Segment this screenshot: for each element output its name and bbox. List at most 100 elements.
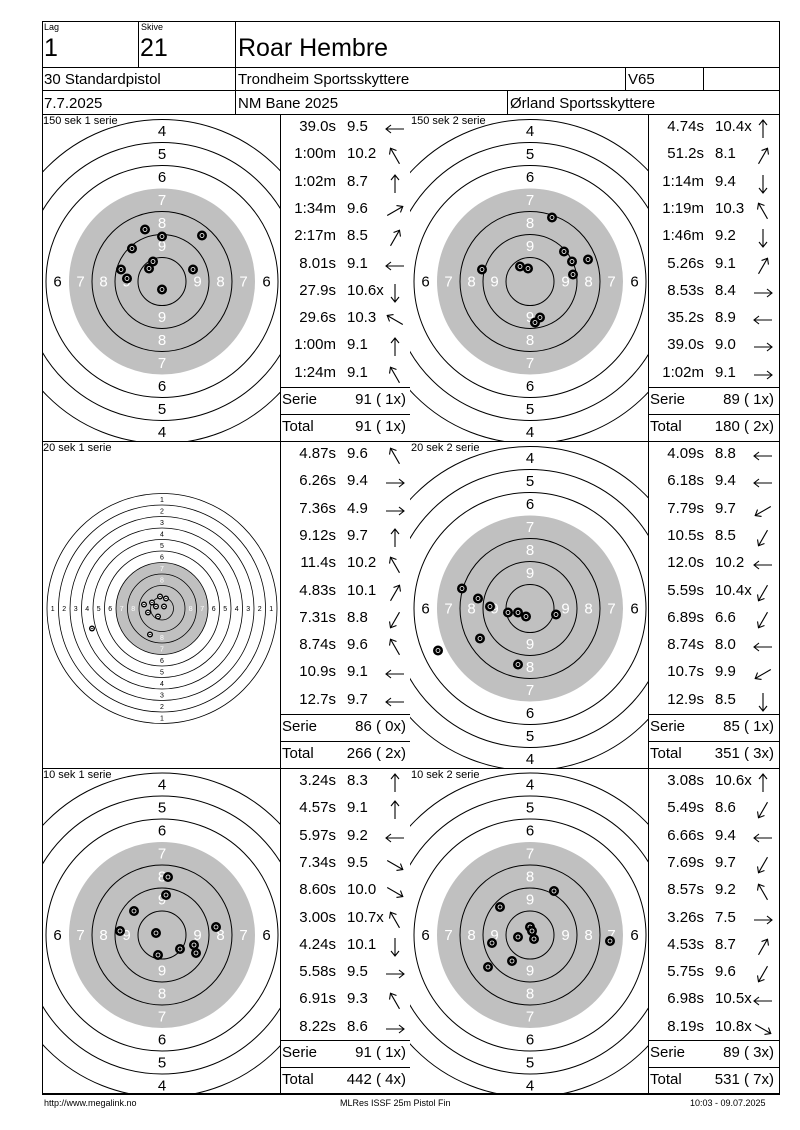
shot-time: 1:19m — [662, 199, 704, 217]
total-label: Total — [282, 418, 314, 435]
shot-time: 7.31s — [299, 608, 336, 626]
shot-score: 9.4 — [715, 172, 736, 190]
ring-label: 2 — [258, 606, 262, 613]
shot-time: 6.18s — [667, 472, 704, 490]
shot-score: 9.0 — [715, 336, 736, 354]
ring-label: 8 — [584, 927, 592, 944]
serie-label: Serie — [282, 391, 318, 408]
total-value: 351 ( 3x) — [714, 745, 774, 762]
ring-label: 9 — [561, 601, 569, 618]
shot-hole — [163, 872, 173, 882]
shot-hole — [148, 256, 158, 267]
shot-time: 8.19s — [667, 1017, 704, 1035]
shot-time: 10.9s — [299, 663, 336, 681]
ring-label: 7 — [158, 1009, 166, 1026]
direction-arrow-icon — [753, 642, 772, 652]
shot-time: 3.26s — [667, 908, 704, 926]
results-sheet — [42, 21, 780, 1094]
series-label: 10 sek 2 serie — [411, 769, 480, 781]
shot-time: 1:02m — [294, 172, 336, 190]
shot-hole — [153, 950, 163, 960]
ring-label: 7 — [76, 274, 84, 291]
ring-label: 4 — [158, 424, 166, 441]
shot-score: 9.4 — [347, 472, 368, 490]
direction-arrow-icon — [754, 288, 773, 298]
serie-value: 89 ( 1x) — [723, 391, 774, 408]
ring-label: 2 — [160, 508, 164, 515]
ring-label: 4 — [526, 450, 534, 467]
competition-date: 7.7.2025 — [44, 95, 103, 112]
direction-arrow-icon — [758, 692, 768, 712]
ring-label: 8 — [216, 927, 224, 944]
ring-label: 9 — [158, 963, 166, 980]
ring-label: 8 — [131, 606, 135, 613]
ring-label: 7 — [158, 192, 166, 209]
shot-time: 10.7s — [667, 663, 704, 681]
direction-arrow-icon — [385, 669, 404, 679]
shot-hole — [115, 926, 125, 936]
shot-score: 9.1 — [715, 363, 736, 381]
ring-label: 3 — [160, 692, 164, 699]
shot-score: 10.6x — [715, 772, 752, 789]
ring-label: 6 — [212, 606, 216, 613]
ring-label: 6 — [158, 823, 166, 840]
ring-label: 9 — [158, 892, 166, 909]
ring-label: 6 — [158, 378, 166, 395]
shot-time: 8.74s — [299, 636, 336, 654]
shot-time: 4.09s — [667, 445, 704, 462]
ring-label: 1 — [269, 606, 273, 613]
shot-score: 8.7 — [715, 935, 736, 953]
shot-score: 8.5 — [347, 227, 368, 245]
serie-label: Serie — [650, 1044, 686, 1061]
direction-arrow-icon — [756, 584, 768, 602]
ring-label: 9 — [526, 565, 534, 582]
shot-score: 9.4 — [715, 826, 736, 844]
shot-score: 10.0 — [347, 881, 377, 899]
ring-label: 8 — [158, 869, 166, 886]
shot-time: 7.69s — [667, 853, 704, 871]
shot-score: 9.1 — [347, 363, 368, 381]
ring-label: 9 — [490, 927, 498, 944]
direction-arrow-icon — [758, 229, 768, 249]
lag-value: 1 — [44, 34, 58, 62]
ring-label: 5 — [526, 800, 534, 817]
shot-hole — [211, 922, 221, 932]
shot-hole — [559, 246, 569, 257]
direction-arrow-icon — [386, 204, 404, 216]
shot-score: 7.5 — [715, 908, 736, 926]
shot-score: 10.2 — [715, 554, 745, 572]
shot-hole — [122, 273, 132, 284]
shot-hole — [149, 599, 155, 606]
lag-label: Lag — [44, 22, 60, 32]
shot-score: 10.3 — [715, 199, 745, 217]
shot-score: 10.8x — [715, 1017, 752, 1035]
ring-label: 6 — [158, 169, 166, 186]
direction-arrow-icon — [386, 506, 405, 516]
ring-label: 7 — [526, 1009, 534, 1026]
serie-label: Serie — [282, 718, 318, 735]
shot-score: 9.1 — [347, 663, 368, 681]
shot-score: 8.7 — [347, 172, 368, 190]
ring-label: 5 — [526, 728, 534, 745]
direction-arrow-icon — [753, 996, 772, 1006]
shot-score: 10.2 — [347, 554, 377, 572]
shot-score: 8.8 — [347, 608, 368, 626]
shot-hole — [477, 264, 487, 275]
shot-hole — [161, 890, 171, 900]
direction-arrow-icon — [754, 342, 773, 352]
ring-label: 8 — [526, 542, 534, 559]
ring-label: 6 — [53, 274, 61, 291]
ring-label: 8 — [526, 215, 534, 232]
series-label: 10 sek 1 serie — [43, 769, 112, 781]
shot-score: 9.1 — [347, 254, 368, 272]
ring-label: 7 — [444, 601, 452, 618]
ring-label: 6 — [526, 1032, 534, 1049]
direction-arrow-icon — [390, 528, 400, 547]
ring-label: 7 — [607, 274, 615, 291]
ring-label: 6 — [108, 606, 112, 613]
shot-score: 9.2 — [347, 826, 368, 844]
shot-score: 10.3 — [347, 309, 377, 327]
ring-label: 7 — [607, 927, 615, 944]
ring-label: 5 — [526, 1055, 534, 1072]
